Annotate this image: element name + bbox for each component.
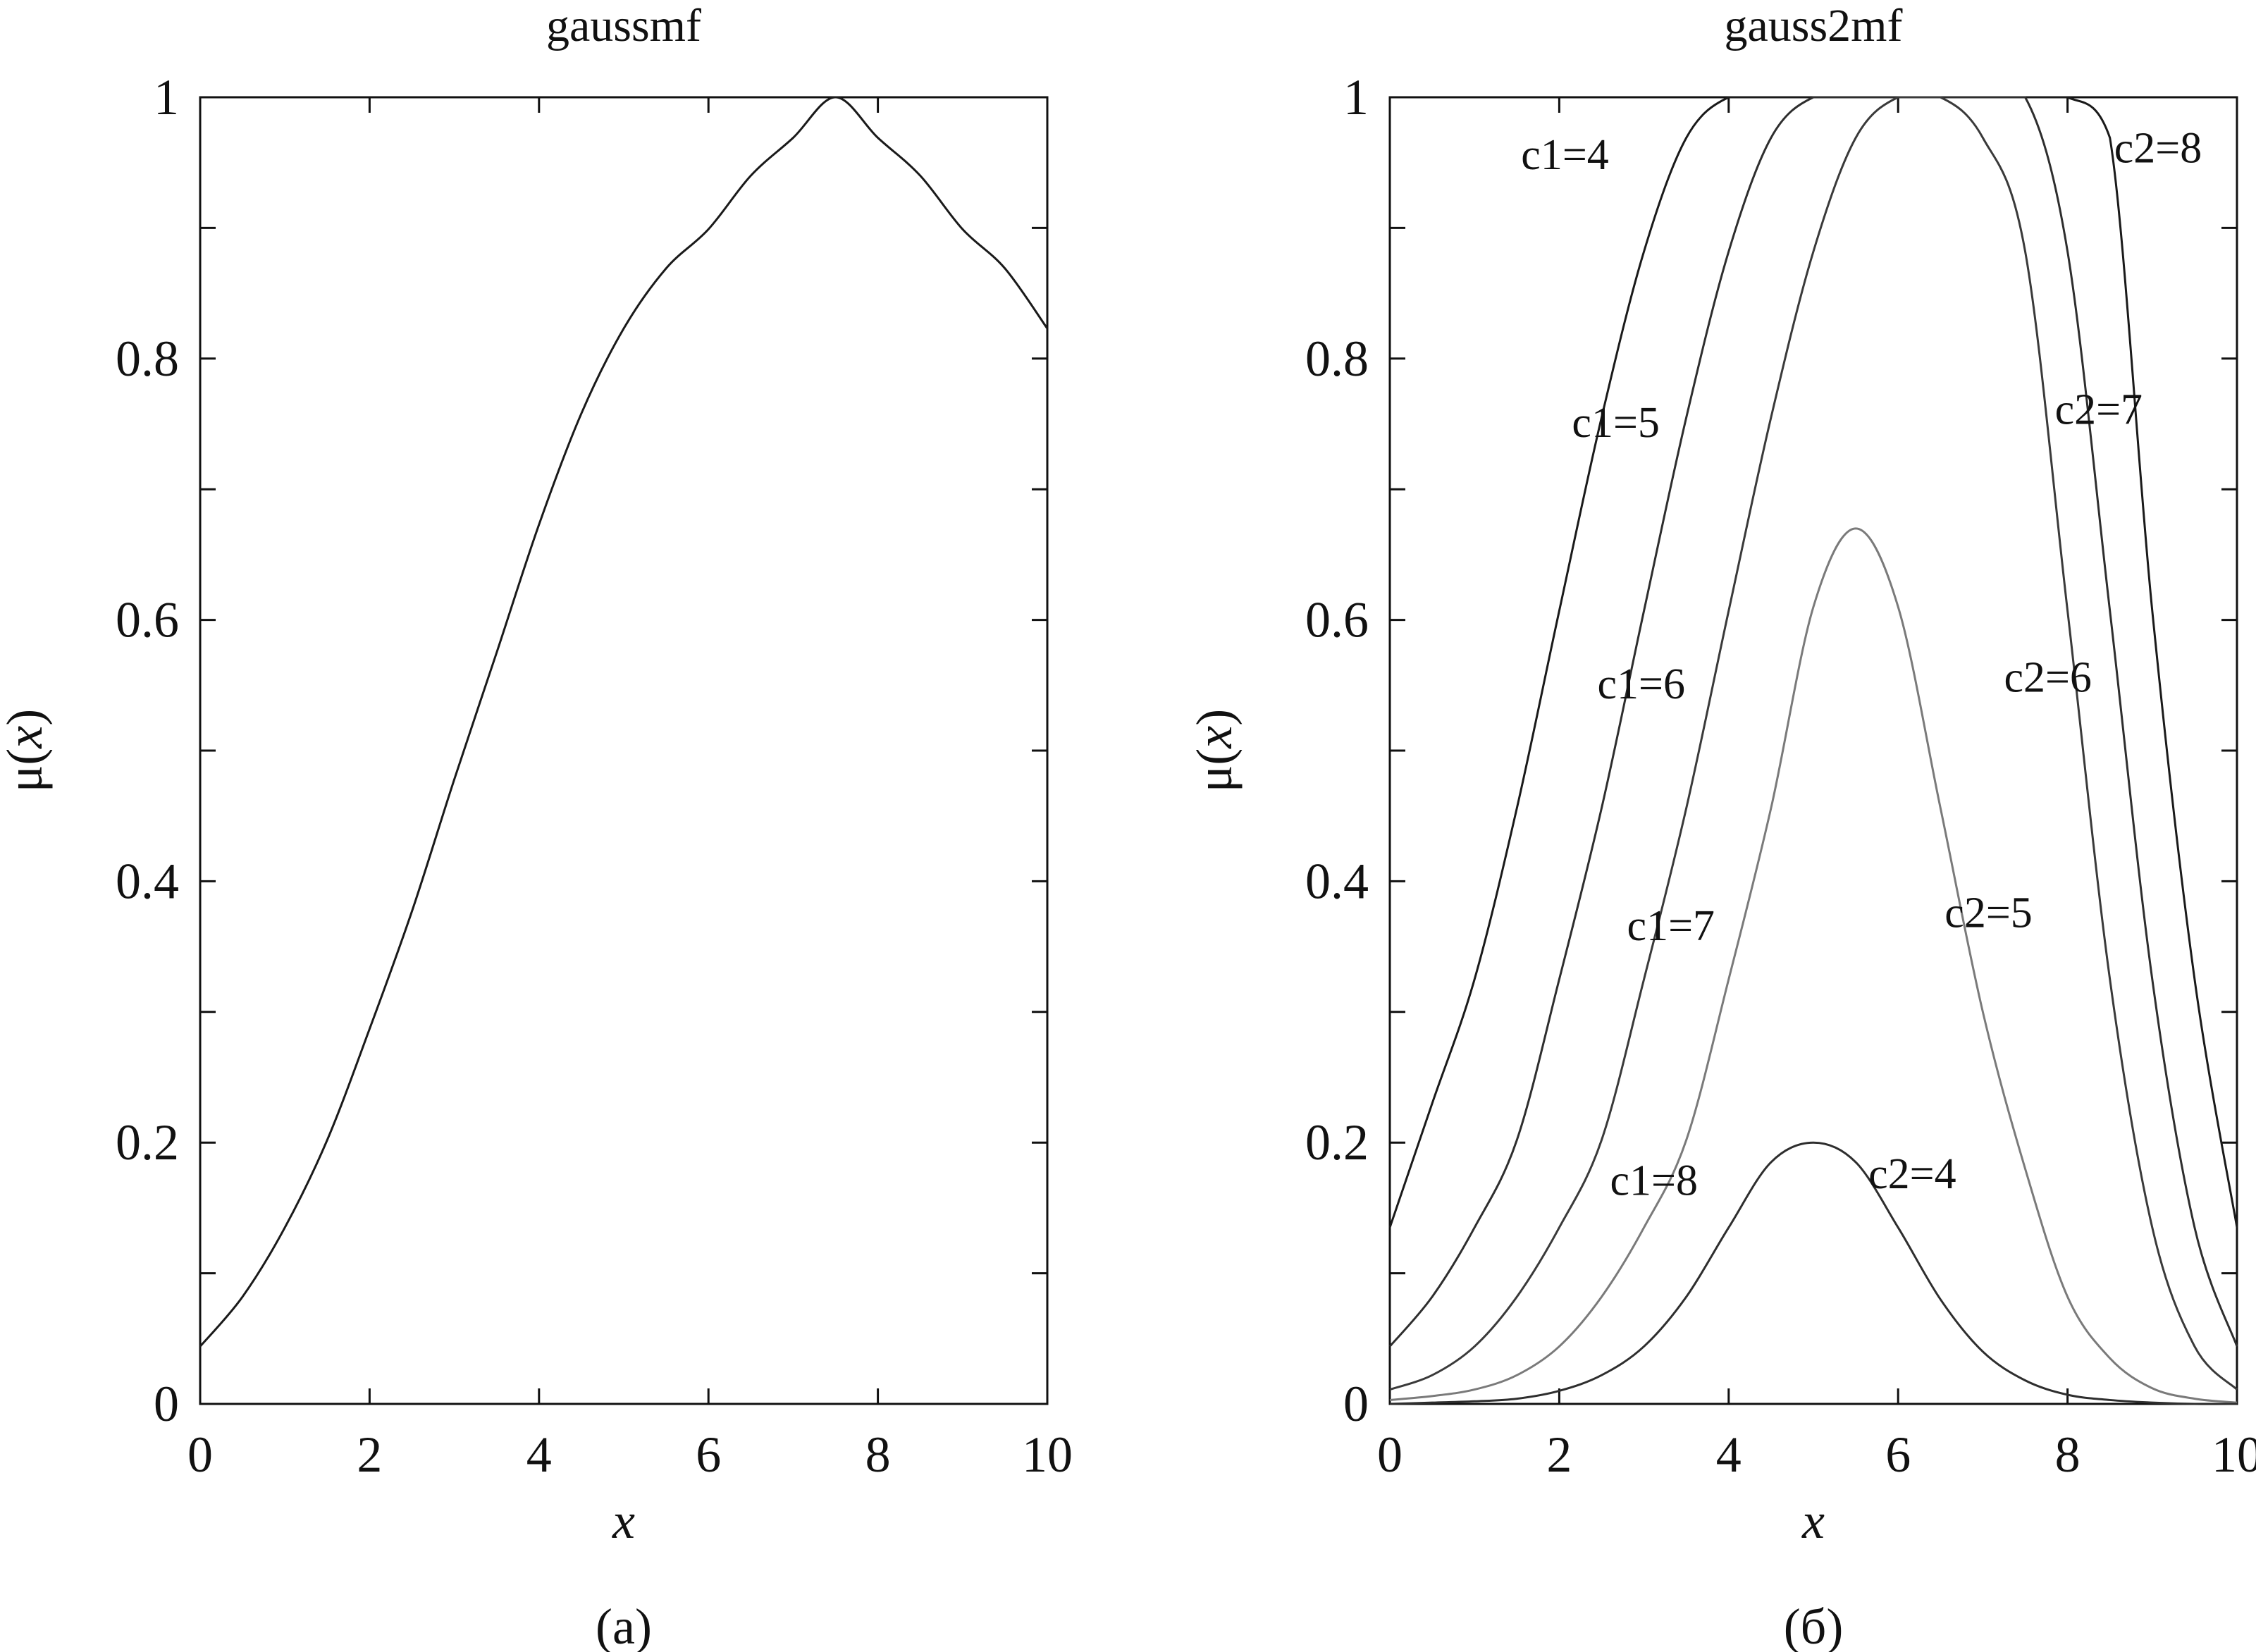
chart-title: gauss2mf <box>1725 0 1903 51</box>
curve-annotation: c1=7 <box>1627 902 1715 950</box>
x-axis-label: x <box>1801 1493 1825 1549</box>
y-axis-label-prefix: μ( <box>0 748 53 793</box>
series-line-5 <box>1389 1141 2238 1405</box>
plot-frame <box>1388 96 2238 1405</box>
y-axis-label-var: x <box>1186 726 1243 749</box>
x-tick-label: 0 <box>187 1426 213 1483</box>
chart-title: gaussmf <box>546 0 701 51</box>
y-tick-label: 0.6 <box>116 592 179 648</box>
curve-annotation: c2=7 <box>2055 386 2143 434</box>
curve-annotation: c2=8 <box>2114 125 2202 173</box>
y-tick-label: 0.8 <box>1305 331 1369 387</box>
curve-annotation: c2=4 <box>1868 1150 1956 1198</box>
curve-annotation: c1=6 <box>1597 660 1684 708</box>
plot-b: 0 2 4 6 8 1000.20.40.60.81gauss2mfxμ(x)(б)c1=… <box>1186 0 2256 1652</box>
x-tick-label: 2 <box>1546 1426 1572 1483</box>
x-tick-label: 6 <box>1885 1426 1911 1483</box>
y-tick-label: 0.2 <box>1305 1114 1369 1171</box>
y-axis-label-suffix: ) <box>0 709 53 726</box>
figure-caption: (а) <box>596 1598 652 1652</box>
y-axis-label-suffix: ) <box>1186 709 1243 726</box>
x-tick-label: 6 <box>696 1426 721 1483</box>
curve-annotation: c2=6 <box>2004 654 2091 702</box>
curve-annotation: c1=5 <box>1572 399 1659 447</box>
curve-annotation: c1=4 <box>1521 131 1608 179</box>
x-tick-label: 10 <box>1022 1426 1073 1483</box>
y-tick-label: 0.6 <box>1305 592 1369 648</box>
y-tick-label: 0 <box>1343 1376 1369 1432</box>
x-tick-label: 4 <box>526 1426 552 1483</box>
y-tick-label: 0.4 <box>116 853 179 909</box>
x-tick-label: 2 <box>357 1426 382 1483</box>
series-line-1 <box>1388 96 2238 1228</box>
x-tick-label: 8 <box>2055 1426 2081 1483</box>
x-tick-label: 10 <box>2212 1426 2256 1483</box>
x-tick-label: 0 <box>1377 1426 1403 1483</box>
y-axis-label-var: x <box>0 726 53 749</box>
x-tick-label: 4 <box>1716 1426 1742 1483</box>
curve-annotation: c1=8 <box>1610 1157 1698 1204</box>
series-line-4 <box>1389 527 2238 1404</box>
curve-annotation: c2=5 <box>1944 889 2032 937</box>
series-line-3 <box>1389 96 2238 1391</box>
y-tick-label: 0.2 <box>116 1114 179 1171</box>
figure-caption: (б) <box>1784 1598 1844 1652</box>
y-tick-label: 0.8 <box>116 331 179 387</box>
y-tick-label: 1 <box>154 69 179 125</box>
plot-frame <box>199 96 1049 1405</box>
series-line-2 <box>1388 96 2238 1348</box>
series-line-1 <box>199 96 1049 1348</box>
y-axis-label: μ(x) <box>1186 709 1243 793</box>
y-tick-label: 0.4 <box>1305 853 1369 909</box>
x-tick-label: 8 <box>865 1426 891 1483</box>
y-axis-label-prefix: μ( <box>1186 748 1243 793</box>
y-axis-label: μ(x) <box>0 709 53 793</box>
x-axis-label: x <box>612 1493 635 1549</box>
y-tick-label: 1 <box>1343 69 1369 125</box>
y-tick-label: 0 <box>154 1376 179 1432</box>
